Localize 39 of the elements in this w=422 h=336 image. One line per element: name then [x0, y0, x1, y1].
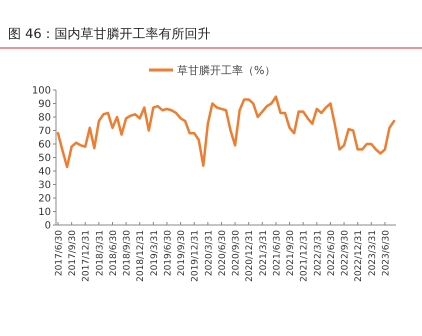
x-tick-label: 2021/3/31	[258, 230, 269, 276]
y-tick-label: 40	[38, 166, 51, 178]
y-tick-label: 80	[38, 112, 51, 124]
x-tick-label: 2018/12/31	[136, 230, 146, 282]
y-tick-label: 50	[38, 153, 51, 164]
y-tick-label: 60	[38, 140, 51, 150]
chart-title: 图 46：国内草甘膦开工率有所回升	[8, 26, 211, 42]
legend-label: 草甘膦开工率（%）	[177, 64, 276, 77]
x-tick-label: 2017/6/30	[54, 230, 64, 276]
x-tick-label: 2019/3/31	[150, 230, 160, 276]
x-tick-label: 2020/9/30	[232, 230, 242, 276]
line-series	[56, 96, 396, 168]
y-tick-label: 30	[38, 180, 51, 191]
x-tick-label: 2017/12/31	[82, 230, 92, 282]
y-tick-label: 100	[32, 86, 51, 96]
x-tick-label: 2023/3/31	[368, 230, 378, 276]
y-tick-label: 10	[38, 207, 51, 218]
x-tick-label: 2021/12/31	[300, 230, 310, 282]
y-tick-label: 0	[44, 220, 51, 232]
x-tick-label: 2023/6/30	[381, 230, 392, 276]
x-tick-label: 2020/6/30	[218, 230, 228, 276]
x-tick-label: 2018/9/30	[122, 230, 133, 276]
x-tick-label: 2018/3/31	[95, 230, 106, 276]
x-tick-label: 2017/9/30	[68, 230, 78, 276]
x-tick-label: 2022/12/31	[354, 230, 364, 282]
x-tick-label: 2021/6/30	[272, 230, 282, 276]
x-tick-label: 2022/6/30	[326, 230, 337, 276]
x-tick-label: 2019/9/30	[177, 230, 188, 276]
x-tick-label: 2018/6/30	[108, 230, 119, 276]
y-tick-label: 20	[38, 194, 51, 204]
y-tick-label: 70	[38, 126, 51, 137]
x-tick-label: 2020/12/31	[245, 230, 256, 282]
x-tick-label: 2021/9/30	[286, 230, 296, 276]
y-tick-label: 90	[38, 99, 51, 110]
x-tick-label: 2020/3/31	[204, 230, 214, 276]
x-tick-label: 2022/9/30	[340, 230, 351, 276]
x-tick-label: 2022/3/31	[313, 230, 324, 276]
x-tick-label: 2019/12/31	[190, 230, 201, 282]
x-tick-label: 2019/6/30	[163, 230, 174, 276]
